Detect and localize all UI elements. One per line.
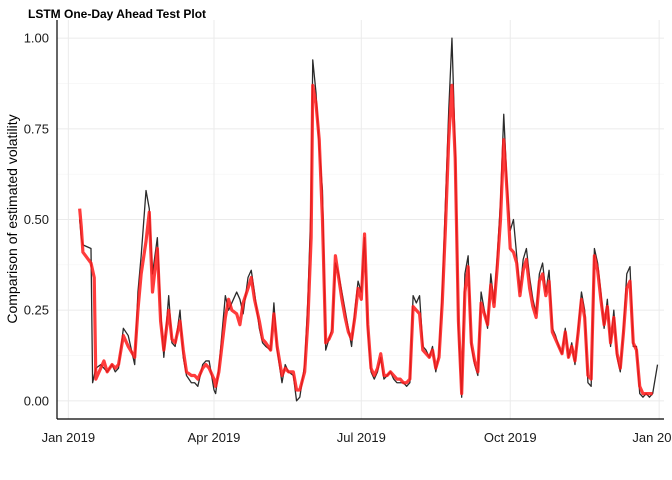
x-tick-label: Jul 2019 <box>337 430 386 445</box>
x-axis-ticks: Jan 2019 Apr 2019 Jul 2019 Oct 2019 Jan 2020 <box>42 430 672 445</box>
chart-title: LSTM One-Day Ahead Test Plot <box>28 7 206 21</box>
y-tick-label: 0.25 <box>24 303 49 318</box>
gridlines <box>57 20 664 419</box>
y-axis-title: Comparison of estimated volatility <box>4 114 20 323</box>
predicted-series-line <box>78 83 653 396</box>
y-tick-label: 1.00 <box>24 31 49 46</box>
series-lines <box>78 37 659 402</box>
axes <box>56 20 664 420</box>
x-tick-label: Jan 2020 <box>632 430 672 445</box>
x-tick-label: Apr 2019 <box>188 430 241 445</box>
actual-series-line <box>79 37 659 402</box>
x-tick-label: Oct 2019 <box>484 430 537 445</box>
y-axis-ticks: 0.00 0.25 0.50 0.75 1.00 <box>24 31 49 409</box>
y-tick-label: 0.75 <box>24 121 49 136</box>
x-tick-label: Jan 2019 <box>42 430 96 445</box>
y-tick-label: 0.00 <box>24 393 49 408</box>
y-tick-label: 0.50 <box>24 212 49 227</box>
